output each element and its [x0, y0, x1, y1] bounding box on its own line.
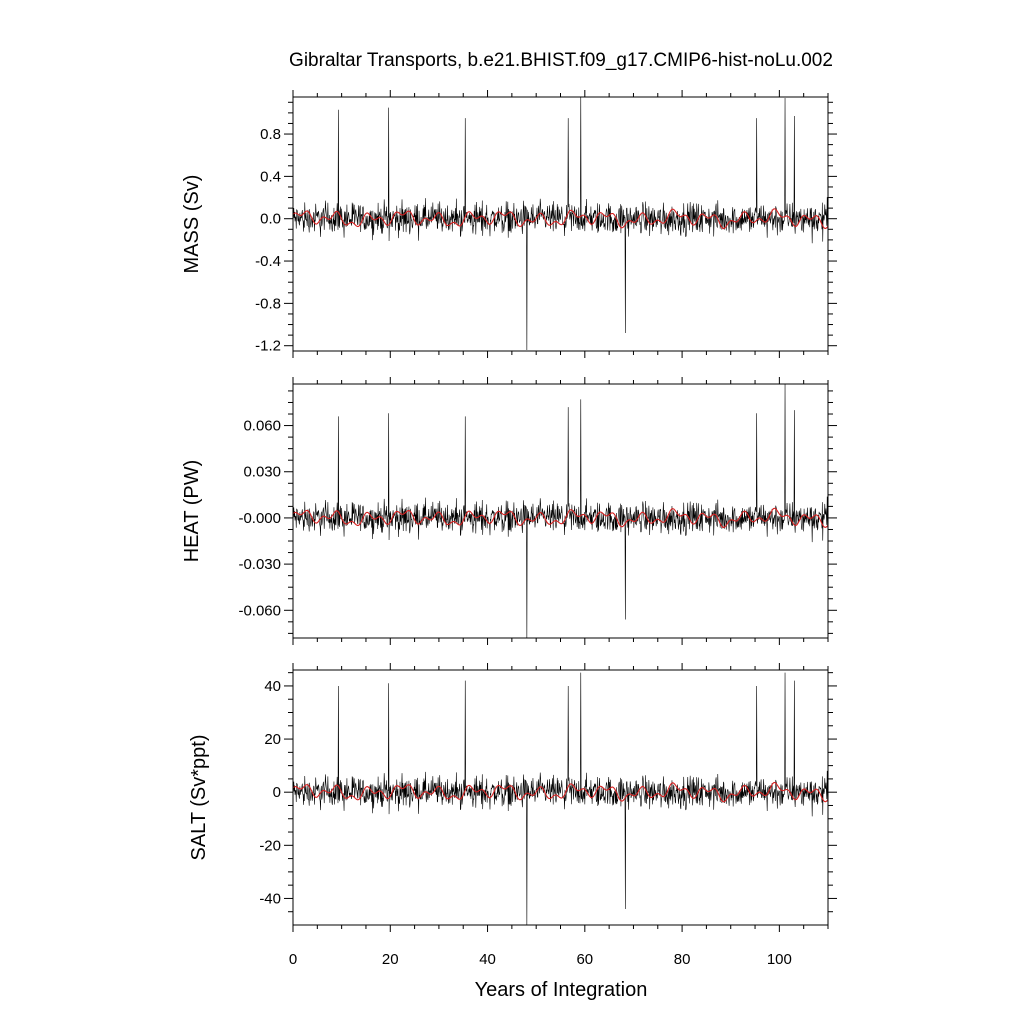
- heat-y-tick-label: -0.000: [238, 510, 281, 527]
- heat-y-tick-label: -0.030: [238, 556, 281, 573]
- heat-panel: -0.060 -0.030 -0.000 0.030 0.060 HEAT (PW): [181, 377, 837, 645]
- salt-y-tick-label: -40: [259, 890, 281, 907]
- salt-monthly-series: [293, 672, 828, 925]
- x-tick-label: 60: [576, 951, 593, 968]
- x-tick-label: 80: [674, 951, 691, 968]
- x-axis-label: Years of Integration: [475, 979, 648, 1001]
- mass-monthly-series: [293, 97, 828, 350]
- salt-smoothed-series: [293, 781, 828, 803]
- mass-y-tick-label: -1.2: [255, 338, 281, 355]
- x-tick-label: 20: [382, 951, 399, 968]
- mass-y-tick-label: 0.0: [260, 211, 281, 228]
- salt-y-tick-label: -20: [259, 837, 281, 854]
- salt-y-tick-label: 40: [264, 678, 281, 695]
- x-tick-labels: 0 20 40 60 80 100: [289, 951, 792, 968]
- x-tick-label: 100: [767, 951, 792, 968]
- heat-y-tick-label: 0.030: [243, 464, 281, 481]
- salt-y-axis-label: SALT (Sv*ppt): [188, 735, 210, 861]
- mass-panel: -1.2 -0.8 -0.4 0.0 0.4 0.8 MASS (Sv): [181, 90, 837, 358]
- salt-panel: -40 -20 0 20 40 SALT (Sv*ppt): [188, 663, 837, 932]
- mass-smoothed-series: [293, 208, 828, 230]
- heat-y-tick-label: -0.060: [238, 602, 281, 619]
- x-tick-label: 0: [289, 951, 297, 968]
- salt-y-tick-label: 0: [273, 784, 281, 801]
- heat-monthly-series: [293, 384, 828, 638]
- x-tick-label: 40: [479, 951, 496, 968]
- heat-y-tick-label: 0.060: [243, 418, 281, 435]
- mass-y-tick-label: -0.4: [255, 253, 281, 270]
- heat-plot-frame: [292, 383, 829, 639]
- chart-title: Gibraltar Transports, b.e21.BHIST.f09_g1…: [289, 50, 833, 71]
- heat-y-axis-label: HEAT (PW): [181, 460, 203, 563]
- mass-y-tick-label: 0.4: [260, 168, 281, 185]
- mass-y-axis-label: MASS (Sv): [181, 175, 203, 274]
- mass-y-tick-label: -0.8: [255, 295, 281, 312]
- mass-y-tick-label: 0.8: [260, 126, 281, 143]
- heat-smoothed-series: [293, 507, 828, 529]
- salt-y-tick-label: 20: [264, 731, 281, 748]
